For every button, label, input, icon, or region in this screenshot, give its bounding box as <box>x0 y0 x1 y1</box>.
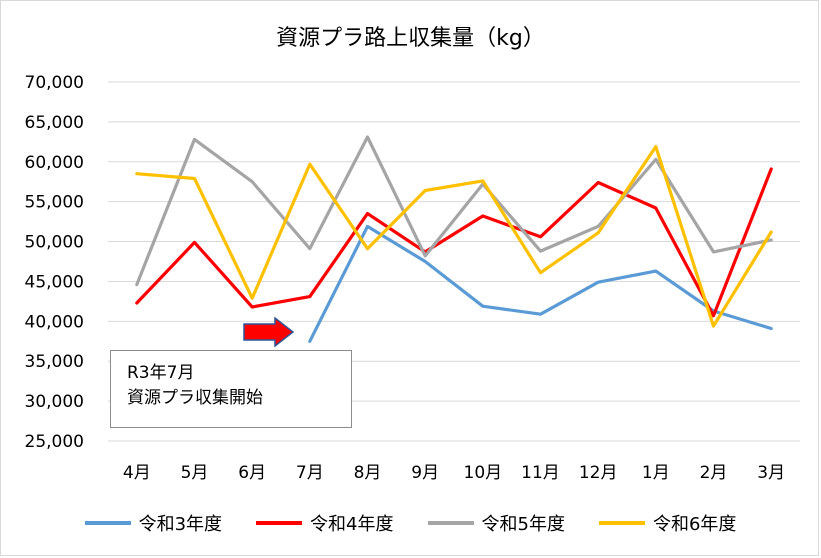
y-tick-label: 30,000 <box>25 392 84 412</box>
x-tick-label: 2月 <box>700 463 728 483</box>
y-tick-label: 70,000 <box>25 73 84 93</box>
legend-label-r5: 令和5年度 <box>481 514 565 535</box>
x-tick-label: 7月 <box>296 463 324 483</box>
annotation-line-2: 資源プラ収集開始 <box>127 388 263 408</box>
y-tick-label: 60,000 <box>25 153 84 173</box>
legend-item-r5: 令和5年度 <box>427 510 565 536</box>
legend-item-r4: 令和4年度 <box>256 510 394 536</box>
series-line-6 <box>135 145 773 328</box>
x-tick-label: 12月 <box>579 463 618 483</box>
y-axis-ticks: 25,000 30,000 35,000 40,000 45,000 50,000 55,0… <box>25 73 84 452</box>
x-tick-label: 6月 <box>238 463 266 483</box>
legend-item-r3: 令和3年度 <box>84 510 223 536</box>
x-tick-label: 4月 <box>123 463 151 483</box>
series-line-3 <box>308 224 773 343</box>
series-line-4 <box>135 167 773 318</box>
right-arrow-icon <box>243 317 295 347</box>
legend-label-r3: 令和3年度 <box>138 514 223 535</box>
y-tick-label: 25,000 <box>25 432 84 452</box>
legend-swatch-r6 <box>598 521 645 525</box>
legend-swatch-r3 <box>84 521 131 525</box>
x-tick-label: 10月 <box>464 463 503 483</box>
annotation-box: R3年7月 資源プラ収集開始 <box>110 350 352 428</box>
x-tick-label: 5月 <box>181 463 209 483</box>
series-lines <box>135 135 773 343</box>
x-axis-ticks: 4月 5月 6月 7月 8月 9月 10月 11月 12月 1月 2月 3月 <box>123 463 785 483</box>
y-tick-label: 45,000 <box>25 272 84 292</box>
y-tick-label: 50,000 <box>25 233 84 253</box>
x-tick-label: 3月 <box>757 463 785 483</box>
chart-title: 資源プラ路上収集量（kg） <box>276 26 545 51</box>
annotation-line-1: R3年7月 <box>127 363 195 383</box>
legend-swatch-r5 <box>427 521 474 525</box>
y-tick-label: 35,000 <box>25 352 84 372</box>
legend-label-r4: 令和4年度 <box>310 514 394 535</box>
legend-swatch-r4 <box>256 521 303 525</box>
y-tick-label: 40,000 <box>25 312 84 332</box>
legend-item-r6: 令和6年度 <box>598 510 737 536</box>
legend-label-r6: 令和6年度 <box>652 514 737 535</box>
y-tick-label: 55,000 <box>25 193 84 213</box>
legend: 令和3年度 令和4年度 令和5年度 令和6年度 <box>0 510 821 536</box>
x-tick-label: 9月 <box>411 463 439 483</box>
x-tick-label: 11月 <box>521 463 560 483</box>
x-tick-label: 8月 <box>354 463 382 483</box>
x-tick-label: 1月 <box>642 463 670 483</box>
y-tick-label: 65,000 <box>25 113 84 133</box>
